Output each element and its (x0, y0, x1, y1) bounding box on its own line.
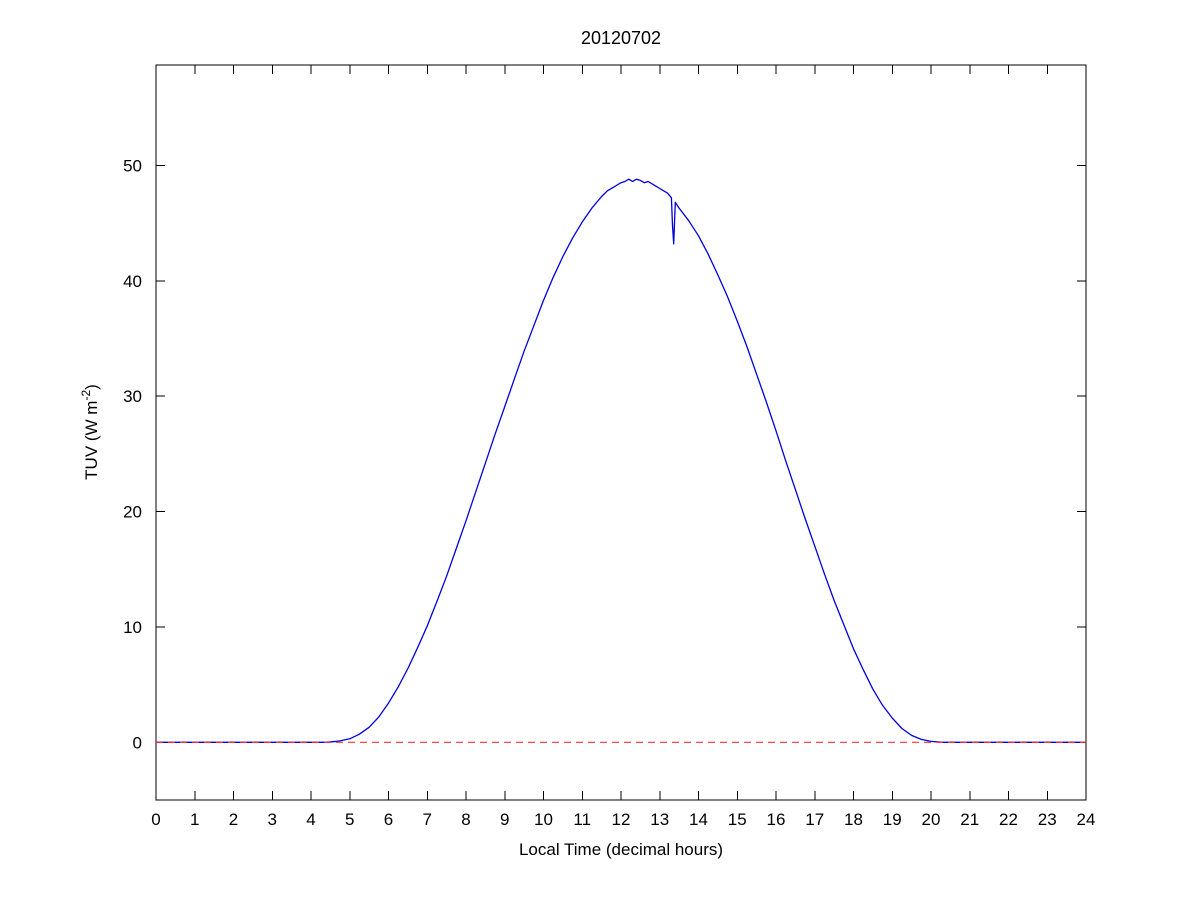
y-axis-label-base: TUV (W m (82, 401, 101, 480)
y-tick-label: 30 (123, 387, 142, 406)
x-tick-label: 15 (728, 810, 747, 829)
tuv-irradiance-curve (156, 178, 1086, 743)
x-tick-label: 10 (534, 810, 553, 829)
x-tick-label: 17 (805, 810, 824, 829)
x-tick-label: 9 (500, 810, 509, 829)
x-tick-label: 18 (844, 810, 863, 829)
plot-title: 20120702 (581, 28, 661, 48)
y-tick-label: 0 (133, 733, 142, 752)
y-tick-label: 20 (123, 503, 142, 522)
x-tick-label: 20 (922, 810, 941, 829)
x-tick-label: 22 (999, 810, 1018, 829)
y-tick-label: 50 (123, 156, 142, 175)
x-tick-label: 0 (151, 810, 160, 829)
x-tick-label: 6 (384, 810, 393, 829)
x-tick-label: 13 (650, 810, 669, 829)
x-tick-label: 19 (883, 810, 902, 829)
x-tick-label: 24 (1077, 810, 1096, 829)
y-axis-label-superscript: -2 (79, 390, 93, 401)
x-tick-label: 3 (268, 810, 277, 829)
x-tick-label: 4 (306, 810, 315, 829)
x-tick-label: 8 (461, 810, 470, 829)
y-tick-label: 10 (123, 618, 142, 637)
x-tick-label: 7 (423, 810, 432, 829)
x-tick-label: 23 (1038, 810, 1057, 829)
x-tick-label: 5 (345, 810, 354, 829)
x-axis-label: Local Time (decimal hours) (519, 840, 723, 859)
plot-generated-content: 0 1 2 3 4 5 6 7 8 9 10 11 12 13 14 15 16 17 18 19 20 21 22 23 24… (123, 64, 1096, 829)
x-tick-label: 16 (767, 810, 786, 829)
x-tick-label: 12 (612, 810, 631, 829)
x-tick-label: 21 (960, 810, 979, 829)
plot-box (155, 64, 1087, 801)
x-tick-label: 11 (573, 810, 591, 829)
y-axis-label-close: ) (82, 384, 101, 390)
x-tick-label: 14 (689, 810, 708, 829)
y-tick-label: 40 (123, 272, 142, 291)
y-axis-label: TUV (W m-2) (79, 384, 101, 480)
x-tick-label: 1 (190, 810, 199, 829)
x-tick-label: 2 (229, 810, 238, 829)
